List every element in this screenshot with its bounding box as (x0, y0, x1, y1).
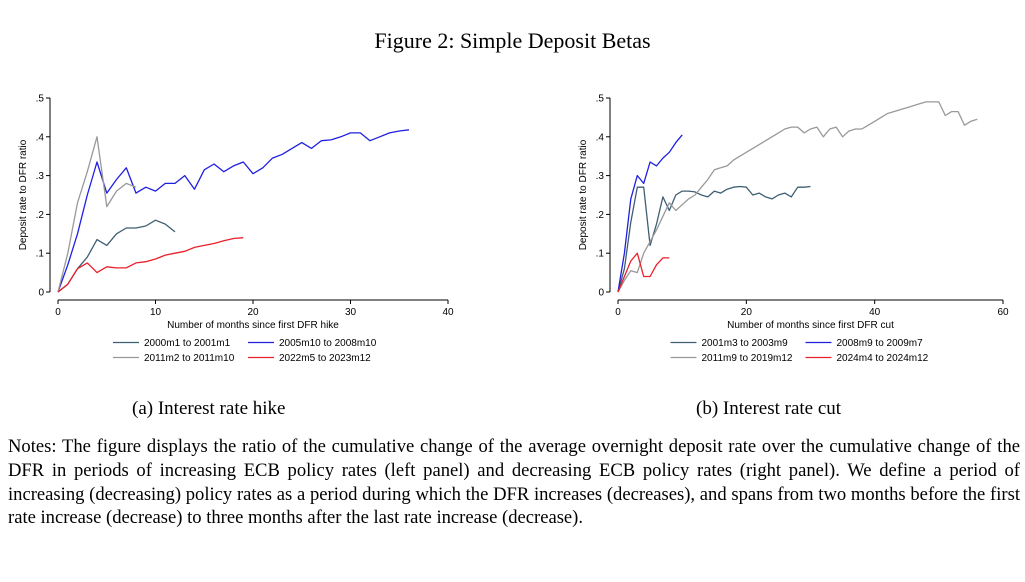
chart-a-legend-label: 2011m2 to 2011m10 (144, 353, 235, 364)
chart-a-xtick-label: 30 (345, 307, 357, 318)
chart-a-ytick-label: 0 (38, 288, 44, 299)
chart-b-series-line-2 (617, 134, 683, 293)
chart-panel-a: 0 .1 .2 .3 .4 .5 0 10 20 30 40 Number of months sin… (0, 84, 470, 374)
chart-a-xtick-label: 0 (55, 307, 61, 318)
chart-b-ytick-label: 0 (598, 288, 604, 299)
chart-a-ytick-label: .5 (36, 94, 45, 105)
chart-a-xtick-label: 10 (150, 307, 162, 318)
chart-b-legend-label: 2024m4 to 2024m12 (837, 353, 929, 364)
chart-b-ytick-label: .5 (596, 94, 605, 105)
chart-b-xtick-label: 40 (869, 307, 881, 318)
chart-panel-b: 0 .1 .2 .3 .4 .5 0 20 40 60 Number of months since… (565, 84, 1025, 374)
chart-a-ytick-label: .1 (36, 249, 45, 260)
chart-b-ytick-label: .1 (596, 249, 605, 260)
chart-b-ytick-label: .2 (596, 210, 605, 221)
chart-b-series-line-3 (617, 101, 978, 293)
figure-notes: Notes: The figure displays the ratio of … (8, 436, 1020, 529)
chart-b-y-axis-label: Deposit rate to DFR ratio (578, 139, 589, 250)
chart-a-series-line-3 (57, 136, 137, 293)
chart-a-ytick-label: .4 (36, 132, 45, 143)
chart-a-ytick-label: .3 (36, 171, 45, 182)
chart-a-series-line-1 (57, 219, 176, 293)
chart-b-series-line-4 (617, 252, 670, 293)
chart-b-ytick-label: .3 (596, 171, 605, 182)
chart-a-ytick-label: .2 (36, 210, 45, 221)
chart-a-xtick-label: 20 (247, 307, 259, 318)
chart-a-legend-label: 2022m5 to 2023m12 (279, 353, 371, 364)
chart-a-series-line-2 (57, 129, 410, 293)
chart-a-series-line-4 (57, 237, 244, 293)
chart-b-legend-label: 2008m9 to 2009m7 (837, 338, 924, 349)
chart-a-x-axis-label: Number of months since first DFR hike (167, 320, 339, 331)
chart-a-xtick-label: 40 (442, 307, 454, 318)
chart-a-legend-label: 2005m10 to 2008m10 (279, 338, 377, 349)
chart-b-series-line-1 (617, 185, 811, 293)
caption-b: (b) Interest rate cut (696, 398, 842, 419)
chart-b-xtick-label: 20 (741, 307, 753, 318)
chart-a-legend-label: 2000m1 to 2001m1 (144, 338, 231, 349)
chart-b-xtick-label: 0 (615, 307, 621, 318)
chart-b-xtick-label: 60 (997, 307, 1009, 318)
figure-title: Figure 2: Simple Deposit Betas (374, 28, 651, 53)
chart-b-x-axis-label: Number of months since first DFR cut (727, 320, 894, 331)
chart-b-ytick-label: .4 (596, 132, 605, 143)
chart-b-legend-label: 2001m3 to 2003m9 (702, 338, 789, 349)
caption-a: (a) Interest rate hike (132, 398, 286, 419)
chart-b-legend-label: 2011m9 to 2019m12 (702, 353, 793, 364)
chart-a-y-axis-label: Deposit rate to DFR ratio (18, 139, 29, 250)
chart-b-svg: 0 .1 .2 .3 .4 .5 0 20 40 60 Number of months since… (578, 94, 1009, 365)
chart-a-svg: 0 .1 .2 .3 .4 .5 0 10 20 30 40 Number of months sin… (18, 94, 454, 365)
